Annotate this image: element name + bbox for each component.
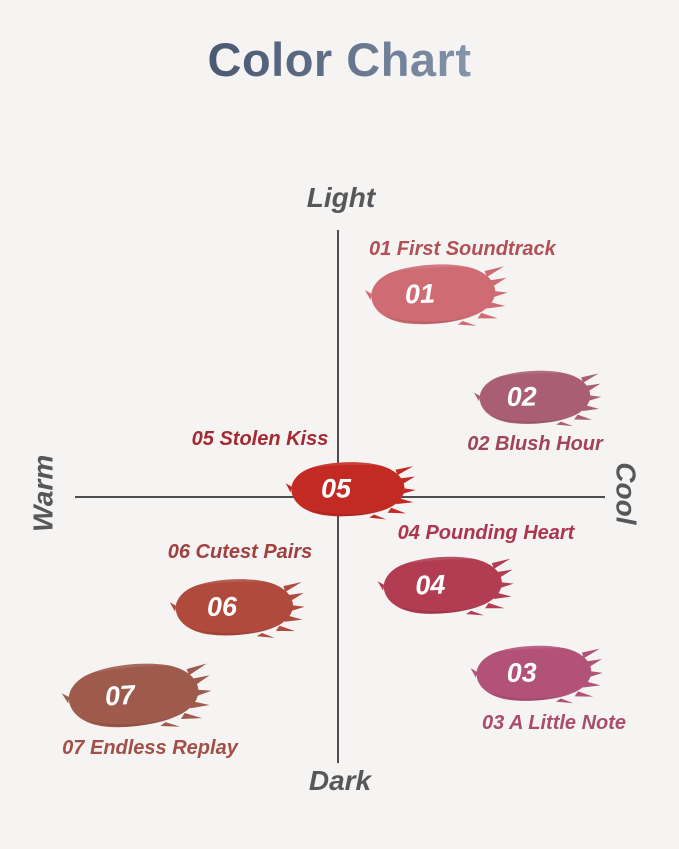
swatch-number: 07 <box>103 679 136 712</box>
swatch-01: 01 <box>359 255 511 334</box>
swatch-02: 02 <box>462 364 610 433</box>
swatch-label-05: 05 Stolen Kiss <box>191 428 329 450</box>
swatch-label-07: 07 Endless Replay <box>62 737 238 759</box>
paint-smear-icon <box>60 658 214 735</box>
swatch-07: 07 <box>55 648 216 745</box>
axis-label-light: Light <box>306 182 376 213</box>
swatch-03: 03 <box>466 638 604 710</box>
swatch-04: 04 <box>373 545 517 628</box>
swatch-number: 03 <box>506 657 538 689</box>
swatch-label-01: 01 First Soundtrack <box>369 238 556 260</box>
swatch-06: 06 <box>165 568 306 648</box>
swatch-05: 05 <box>282 456 417 524</box>
swatch-label-04: 04 Pounding Heart <box>397 522 575 544</box>
axis-label-warm: Warm <box>27 454 59 533</box>
axis-label-dark: Dark <box>308 765 372 796</box>
swatch-label-02: 02 Blush Hour <box>467 433 603 455</box>
swatch-number: 05 <box>320 473 352 504</box>
swatch-label-06: 06 Cutest Pairs <box>167 541 313 563</box>
swatch-number: 04 <box>414 569 446 601</box>
page-title: Color Chart <box>0 34 679 86</box>
swatch-number: 06 <box>206 591 238 623</box>
swatch-label-03: 03 A Little Note <box>481 712 627 734</box>
swatch-number: 01 <box>404 278 436 310</box>
swatch-number: 02 <box>506 381 538 413</box>
